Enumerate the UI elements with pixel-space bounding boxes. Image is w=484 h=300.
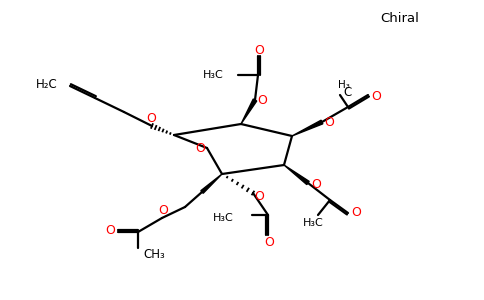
Polygon shape	[241, 99, 257, 124]
Text: O: O	[146, 112, 156, 125]
Text: O: O	[195, 142, 205, 155]
Text: O: O	[254, 44, 264, 56]
Text: O: O	[264, 236, 274, 248]
Text: O: O	[105, 224, 115, 238]
Text: C: C	[343, 86, 351, 100]
Text: H₂C: H₂C	[36, 79, 58, 92]
Text: H₃C: H₃C	[203, 70, 224, 80]
Text: O: O	[311, 178, 321, 191]
Polygon shape	[292, 120, 323, 136]
Text: H₃: H₃	[338, 80, 350, 90]
Text: O: O	[158, 205, 168, 218]
Polygon shape	[284, 165, 309, 184]
Polygon shape	[201, 174, 222, 193]
Text: H₃C: H₃C	[213, 213, 234, 223]
Text: O: O	[257, 94, 267, 106]
Text: O: O	[351, 206, 361, 220]
Text: Chiral: Chiral	[380, 11, 420, 25]
Text: CH₃: CH₃	[143, 248, 165, 262]
Text: H₃C: H₃C	[302, 218, 323, 228]
Text: O: O	[371, 89, 381, 103]
Text: O: O	[324, 116, 334, 130]
Text: O: O	[254, 190, 264, 203]
